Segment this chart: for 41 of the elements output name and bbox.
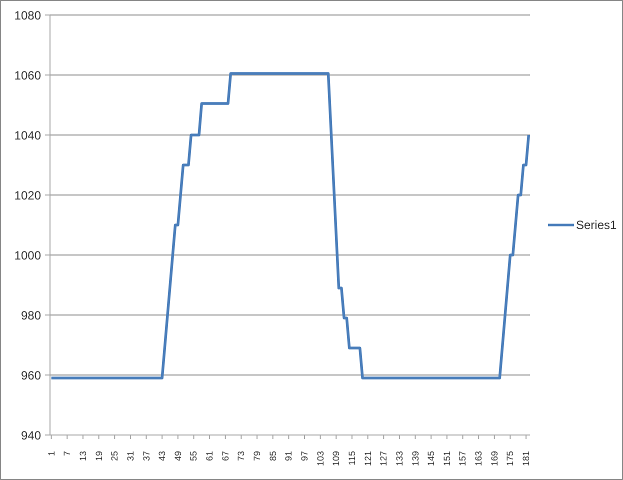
x-tick-label: 103 (315, 451, 326, 466)
y-tick-label: 940 (20, 428, 42, 442)
x-tick-label: 163 (474, 451, 484, 466)
x-tick-label: 85 (268, 451, 278, 462)
x-tick-label: 157 (458, 451, 468, 466)
x-tick-label: 109 (331, 451, 342, 466)
x-tick-label: 67 (220, 451, 230, 462)
y-tick-label: 1000 (14, 248, 42, 262)
x-tick-label: 43 (157, 451, 168, 462)
x-tick-label: 37 (141, 451, 152, 462)
x-tick-label: 61 (204, 451, 215, 462)
y-tick-label: 1080 (14, 8, 42, 22)
legend-label: Series1 (576, 218, 617, 232)
x-tick-label: 139 (410, 451, 420, 466)
x-tick-label: 127 (378, 451, 389, 466)
line-series (50, 72, 530, 380)
x-tick-label: 121 (362, 451, 373, 466)
x-tick-label: 25 (110, 451, 120, 462)
x-tick-label: 169 (489, 451, 500, 466)
x-tick-label: 115 (346, 451, 357, 466)
x-tick-label: 181 (521, 451, 532, 466)
x-tick-label: 1 (46, 451, 56, 456)
y-tick-label: 960 (20, 368, 42, 382)
x-tick-label: 55 (188, 451, 199, 462)
x-tick-label: 175 (505, 451, 516, 466)
y-tick-label: 980 (20, 308, 42, 322)
y-tick-label: 1060 (14, 68, 42, 82)
x-tick-label: 31 (125, 451, 136, 462)
x-tick-label: 13 (78, 451, 88, 462)
x-tick-label: 73 (236, 451, 246, 462)
x-tick-label: 133 (394, 451, 404, 466)
x-tick-label: 49 (172, 451, 183, 462)
x-tick-label: 19 (94, 451, 104, 462)
x-tick-label: 79 (252, 451, 262, 462)
y-tick-label: 1020 (14, 188, 42, 202)
x-tick-label: 151 (442, 451, 452, 466)
x-tick-label: 91 (284, 451, 294, 462)
x-tick-label: 97 (300, 451, 310, 462)
x-tick-label: 145 (426, 451, 436, 466)
x-tick-label: 7 (62, 451, 72, 456)
y-tick-label: 1040 (14, 128, 42, 142)
